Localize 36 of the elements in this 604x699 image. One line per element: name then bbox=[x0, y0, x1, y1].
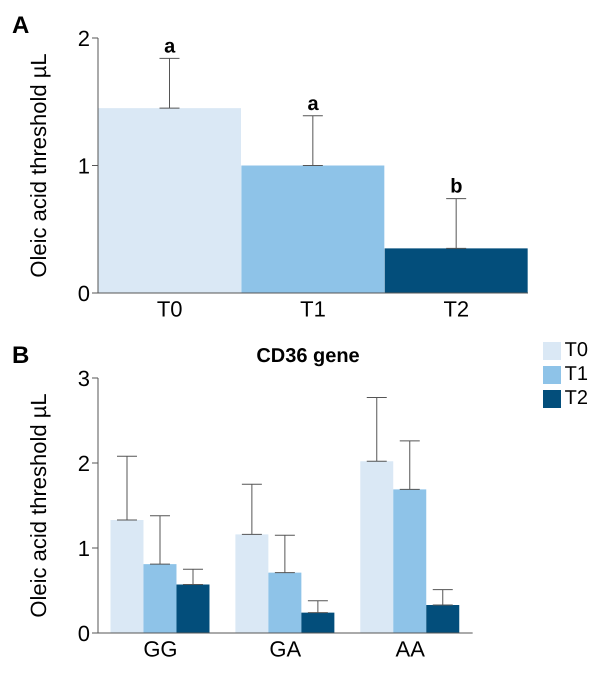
y-tick-label: 3 bbox=[78, 366, 90, 391]
legend-label: T1 bbox=[564, 363, 588, 385]
x-tick-label: T2 bbox=[443, 296, 470, 322]
y-tick-label: 1 bbox=[78, 153, 90, 178]
y-axis-title: Oleic acid threshold µL bbox=[26, 393, 51, 618]
bar bbox=[360, 461, 394, 633]
x-tick-label: T1 bbox=[300, 296, 326, 322]
y-tick-label: 1 bbox=[78, 536, 90, 561]
bar bbox=[393, 489, 426, 633]
x-tick-label: AA bbox=[396, 636, 426, 662]
bar bbox=[176, 584, 210, 633]
text: B bbox=[12, 342, 30, 370]
bar bbox=[268, 572, 302, 633]
y-tick-label: 2 bbox=[78, 26, 90, 51]
x-tick-label: T0 bbox=[156, 296, 183, 322]
bar bbox=[98, 108, 241, 293]
bar bbox=[110, 520, 144, 633]
chart-title: CD36 gene bbox=[256, 345, 360, 367]
bar bbox=[301, 612, 334, 633]
y-axis-title: Oleic acid threshold µL bbox=[26, 53, 51, 278]
annotation: a bbox=[307, 92, 320, 115]
y-tick-label: 0 bbox=[78, 620, 90, 646]
text: A bbox=[12, 12, 30, 40]
y-tick-label: 0 bbox=[78, 280, 90, 306]
annotation: b bbox=[450, 176, 462, 198]
y-tick-label: 2 bbox=[78, 450, 90, 476]
bar bbox=[143, 564, 176, 633]
bar bbox=[241, 166, 384, 293]
bar bbox=[426, 604, 460, 633]
annotation: a bbox=[164, 35, 176, 58]
x-tick-label: GG bbox=[143, 636, 178, 662]
legend-label: T0 bbox=[564, 339, 588, 361]
x-tick-label: GA bbox=[269, 636, 302, 662]
bar bbox=[384, 248, 528, 293]
legend-label: T2 bbox=[564, 387, 588, 409]
bar bbox=[235, 534, 268, 633]
